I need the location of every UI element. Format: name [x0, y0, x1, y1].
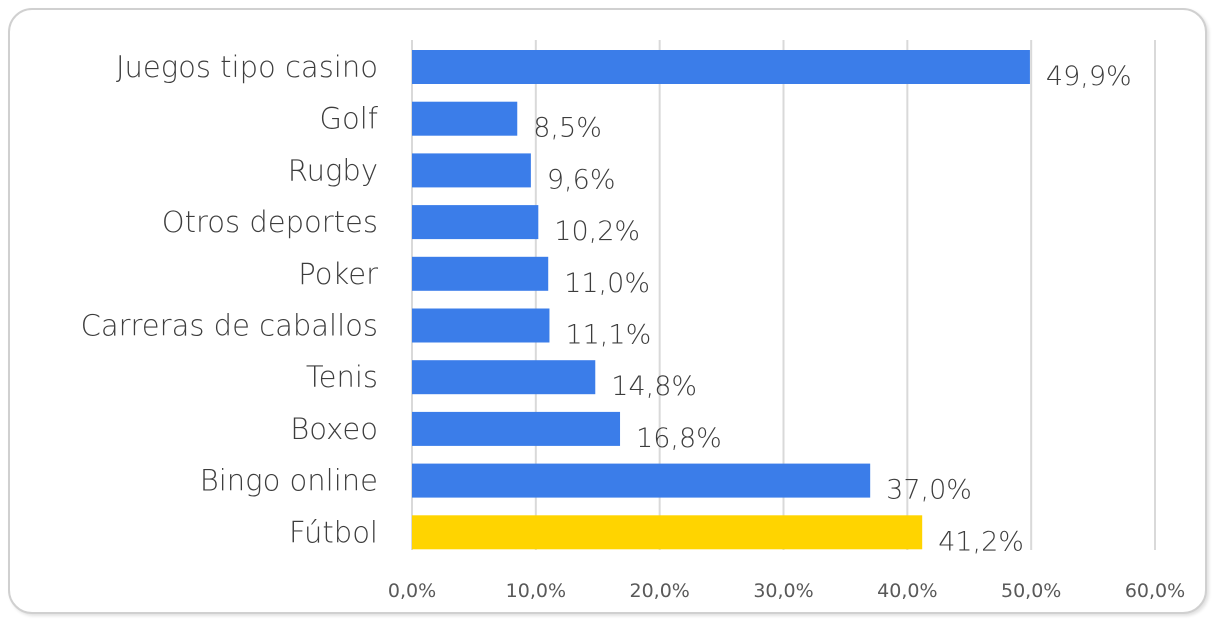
value-label-6: 14,8% [611, 371, 697, 402]
category-labels: Juegos tipo casino Golf Rugby Otros deporte… [81, 50, 379, 549]
chart-frame [8, 8, 1207, 614]
value-label-1: 8,5% [533, 113, 602, 144]
bar-5 [412, 308, 550, 343]
bar-9 [412, 515, 923, 550]
value-label-0: 49,9% [1046, 61, 1132, 92]
bar-4 [412, 256, 549, 291]
category-label-1: Golf [320, 102, 379, 136]
value-label-5: 11,1% [565, 320, 651, 351]
value-label-7: 16,8% [636, 423, 722, 454]
bar-2 [412, 153, 531, 188]
value-label-4: 11,0% [564, 268, 650, 299]
bar-3 [412, 205, 539, 240]
bar-6 [412, 360, 596, 395]
category-label-0: Juegos tipo casino [116, 50, 378, 84]
x-tick-label-0: 0,0% [388, 580, 436, 602]
x-tick-label-4: 40,0% [877, 580, 937, 602]
bar-8 [412, 463, 871, 498]
category-label-2: Rugby [288, 153, 378, 187]
category-label-4: Poker [298, 257, 378, 291]
bar-7 [412, 411, 621, 446]
x-tick-label-1: 10,0% [506, 580, 566, 602]
value-label-9: 41,2% [938, 526, 1024, 557]
category-label-3: Otros deportes [162, 205, 378, 239]
value-label-2: 9,6% [547, 164, 616, 195]
x-axis-tick-labels: 0,0% 10,0% 20,0% 30,0% 40,0% 50,0% 60,0% [388, 580, 1185, 602]
x-tick-label-3: 30,0% [753, 580, 813, 602]
category-label-7: Boxeo [290, 412, 378, 446]
category-label-5: Carreras de caballos [81, 309, 378, 343]
bars [412, 50, 1030, 550]
value-label-3: 10,2% [554, 216, 640, 247]
category-label-6: Tenis [306, 360, 378, 394]
category-label-9: Fútbol [289, 515, 378, 549]
bar-0 [412, 50, 1030, 84]
x-tick-label-5: 50,0% [1001, 580, 1061, 602]
x-tick-label-6: 60,0% [1125, 580, 1185, 602]
category-label-8: Bingo online [200, 464, 378, 498]
bar-1 [412, 101, 518, 136]
value-labels: 49,9% 8,5% 9,6% 10,2% 11,0% 11,1% 14,8% 16,8% 37… [533, 61, 1131, 557]
x-tick-label-2: 20,0% [629, 580, 689, 602]
value-label-8: 37,0% [886, 475, 972, 506]
